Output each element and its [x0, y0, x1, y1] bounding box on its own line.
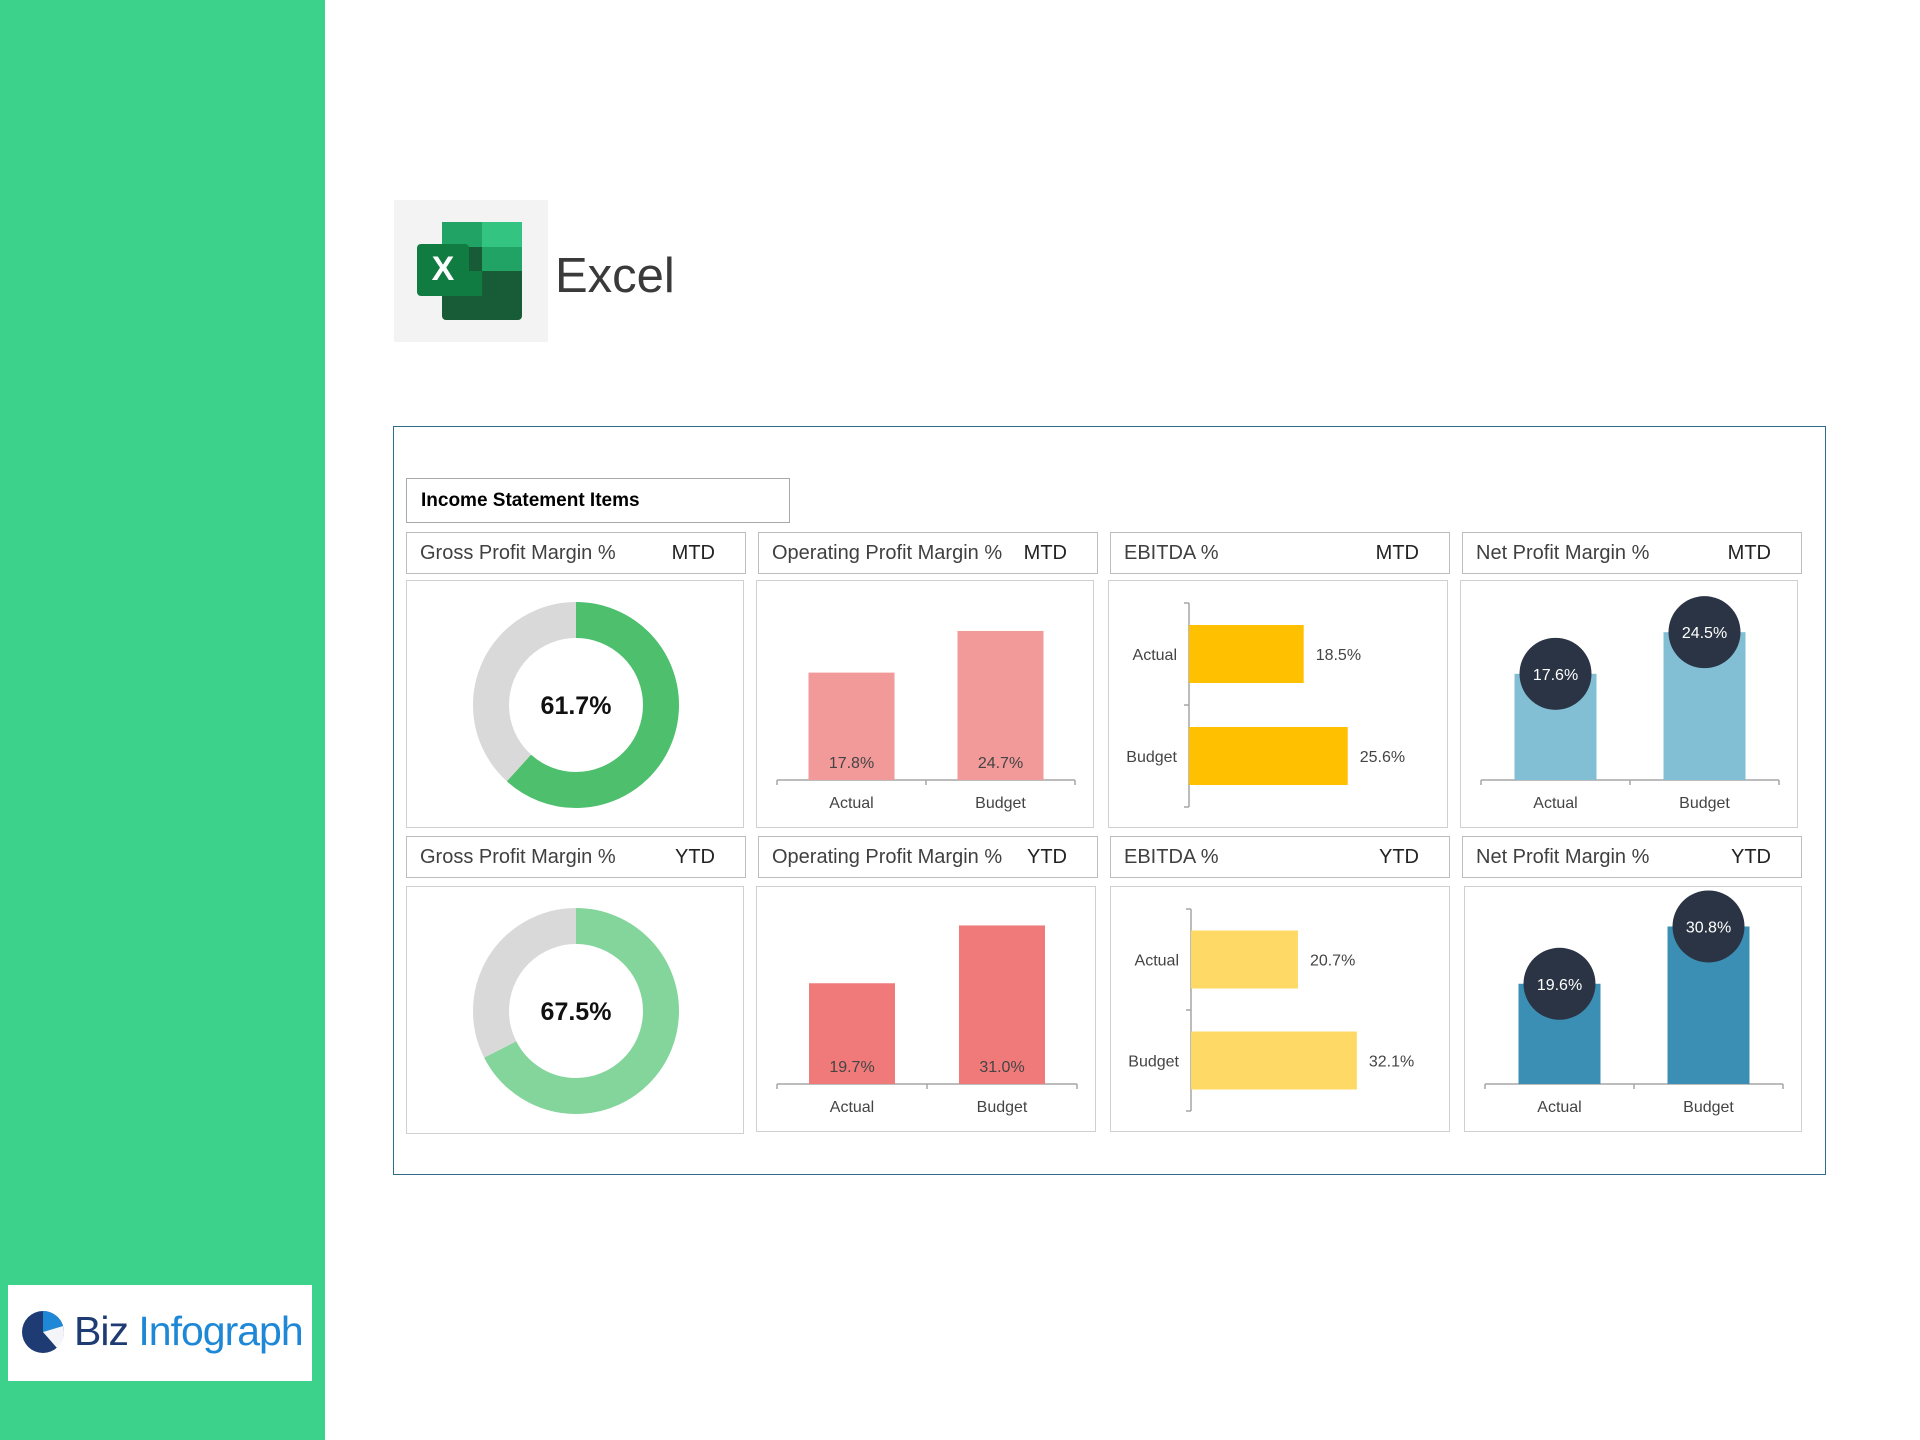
panel-title: Net Profit Margin % [1476, 542, 1650, 564]
sidebar: Biz Infograph [0, 0, 325, 1440]
panel-header: EBITDA % MTD [1110, 532, 1450, 574]
excel-icon: X [417, 222, 522, 320]
brand-name-part1: Biz [74, 1308, 129, 1354]
donut-slice [473, 908, 679, 1114]
panel-title: Gross Profit Margin % [420, 542, 616, 564]
column-chart: 17.8% Actual 24.7% Budget [776, 630, 1076, 812]
panel-header: Net Profit Margin % MTD [1462, 532, 1802, 574]
bar [957, 630, 1044, 780]
y-tick-label: Actual [1133, 647, 1177, 664]
panel-header: Net Profit Margin % YTD [1462, 836, 1802, 878]
donut-center-label: 61.7% [541, 692, 612, 720]
brand-card: Biz Infograph [8, 1285, 312, 1381]
x-tick-label: Actual [829, 795, 873, 812]
panel-title: EBITDA % [1124, 542, 1219, 564]
panel-period: YTD [1379, 846, 1419, 868]
donut-slice [473, 602, 679, 808]
value-bubble [1519, 637, 1592, 710]
y-tick-label: Budget [1128, 1054, 1179, 1071]
bar [1189, 727, 1348, 785]
column-chart: 17.6% Actual 24.5% Budget [1480, 596, 1780, 812]
x-tick-label: Actual [1533, 795, 1577, 812]
bar [1191, 930, 1298, 989]
bar [808, 672, 895, 780]
panel-period: MTD [1727, 542, 1771, 564]
panel-title: Operating Profit Margin % [772, 846, 1003, 868]
operating-profit-ytd-panel: 19.7% Actual 31.0% Budget [756, 886, 1096, 1132]
panel-title: EBITDA % [1124, 846, 1219, 868]
donut-chart: 67.5% [473, 908, 679, 1114]
gross-profit-ytd-panel: 67.5% [406, 886, 744, 1134]
panel-period: MTD [1023, 542, 1067, 564]
gross-profit-mtd-panel: 61.7% [406, 580, 744, 828]
panel-header: Operating Profit Margin % MTD [758, 532, 1098, 574]
x-tick-label: Budget [975, 795, 1026, 812]
data-label: 24.5% [1682, 625, 1727, 642]
excel-app-tile: X [394, 200, 548, 342]
bar [809, 983, 895, 1084]
data-label: 20.7% [1310, 953, 1355, 970]
y-tick-label: Budget [1126, 749, 1177, 766]
horizontal-bar-chart: Actual 18.5% Budget 25.6% [1126, 602, 1405, 808]
ebitda-mtd-panel: Actual 18.5% Budget 25.6% [1108, 580, 1448, 828]
brand-name-part2: Infograph [138, 1308, 303, 1354]
x-tick-label: Actual [830, 1099, 874, 1116]
data-label: 31.0% [979, 1059, 1024, 1076]
horizontal-bar-chart: Actual 20.7% Budget 32.1% [1128, 908, 1414, 1112]
data-label: 25.6% [1360, 749, 1405, 766]
y-tick-label: Actual [1135, 953, 1179, 970]
panel-title: Net Profit Margin % [1476, 846, 1650, 868]
bar [1189, 625, 1304, 683]
operating-profit-mtd-panel: 17.8% Actual 24.7% Budget [756, 580, 1094, 828]
panel-title: Operating Profit Margin % [772, 542, 1003, 564]
value-bubble [1523, 947, 1596, 1020]
column-chart: 19.7% Actual 31.0% Budget [776, 925, 1078, 1116]
bar [1191, 1031, 1357, 1090]
ebitda-ytd-panel: Actual 20.7% Budget 32.1% [1110, 886, 1450, 1132]
panel-period: YTD [1027, 846, 1067, 868]
panel-period: YTD [675, 846, 715, 868]
panel-header: EBITDA % YTD [1110, 836, 1450, 878]
panel-period: YTD [1731, 846, 1771, 868]
data-label: 19.7% [829, 1059, 874, 1076]
panel-title: Gross Profit Margin % [420, 846, 616, 868]
value-bubble [1672, 890, 1745, 963]
data-label: 24.7% [978, 755, 1023, 772]
pie-logo-icon [22, 1311, 64, 1353]
panel-header: Gross Profit Margin % MTD [406, 532, 746, 574]
section-title: Income Statement Items [406, 478, 790, 523]
data-label: 32.1% [1369, 1054, 1414, 1071]
net-profit-ytd-panel: 19.6% Actual 30.8% Budget [1464, 886, 1802, 1132]
app-title: Excel [555, 249, 675, 303]
svg-text:X: X [432, 250, 455, 288]
data-label: 17.6% [1533, 667, 1578, 684]
x-tick-label: Budget [977, 1099, 1028, 1116]
x-tick-label: Budget [1683, 1099, 1734, 1116]
panel-period: MTD [1375, 542, 1419, 564]
data-label: 18.5% [1316, 647, 1361, 664]
data-label: 30.8% [1686, 919, 1731, 936]
brand-name: Biz Infograph [74, 1299, 304, 1363]
panel-period: MTD [671, 542, 715, 564]
net-profit-mtd-panel: 17.6% Actual 24.5% Budget [1460, 580, 1798, 828]
panel-header: Operating Profit Margin % YTD [758, 836, 1098, 878]
data-label: 17.8% [829, 755, 874, 772]
x-tick-label: Budget [1679, 795, 1730, 812]
donut-chart: 61.7% [473, 602, 679, 808]
column-chart: 19.6% Actual 30.8% Budget [1484, 890, 1784, 1116]
donut-center-label: 67.5% [541, 998, 612, 1026]
data-label: 19.6% [1537, 977, 1582, 994]
x-tick-label: Actual [1537, 1099, 1581, 1116]
value-bubble [1668, 596, 1741, 669]
panel-header: Gross Profit Margin % YTD [406, 836, 746, 878]
bar [959, 925, 1045, 1084]
